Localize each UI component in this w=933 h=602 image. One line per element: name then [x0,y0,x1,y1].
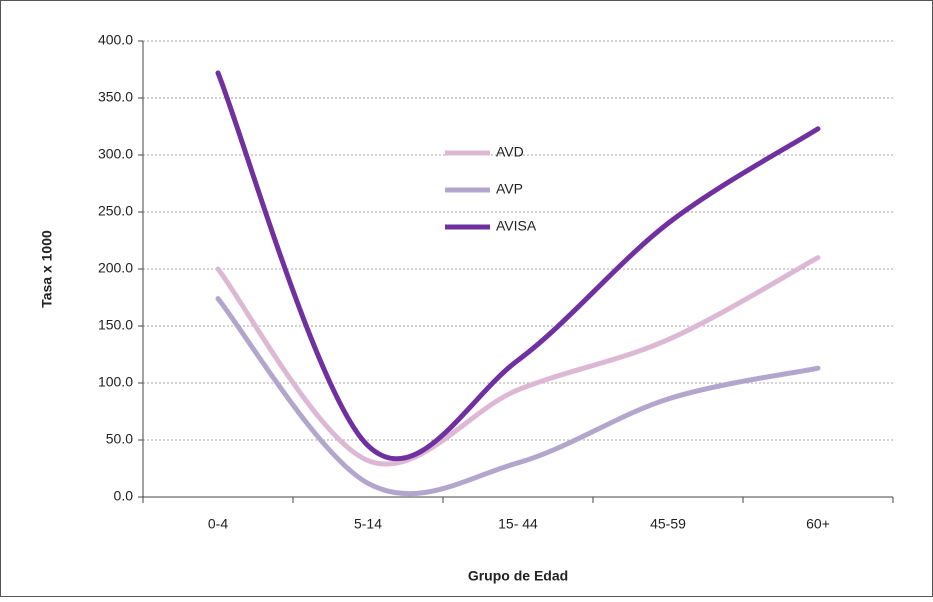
x-tick-label: 0-4 [208,516,228,532]
y-tick-label: 250.0 [98,203,133,219]
x-axis-title: Grupo de Edad [468,568,568,584]
y-tick-label: 150.0 [98,317,133,333]
y-tick-label: 0.0 [114,488,134,504]
y-tick-label: 100.0 [98,374,133,390]
x-tick-label: 5-14 [354,516,382,532]
series-line [215,255,821,467]
y-tick-label: 300.0 [98,146,133,162]
x-tick-label: 45-59 [650,516,686,532]
legend-label: AVP [496,181,523,197]
x-tick-label: 15- 44 [498,516,538,532]
y-tick-label: 400.0 [98,32,133,48]
y-axis-title: Tasa x 1000 [39,230,55,308]
legend-label: AVISA [496,218,537,234]
series-line [215,296,821,497]
y-tick-label: 200.0 [98,260,133,276]
x-tick-label: 60+ [806,516,830,532]
legend-label: AVD [496,144,524,160]
y-tick-label: 50.0 [106,431,133,447]
series-line [215,70,821,462]
y-tick-label: 350.0 [98,89,133,105]
